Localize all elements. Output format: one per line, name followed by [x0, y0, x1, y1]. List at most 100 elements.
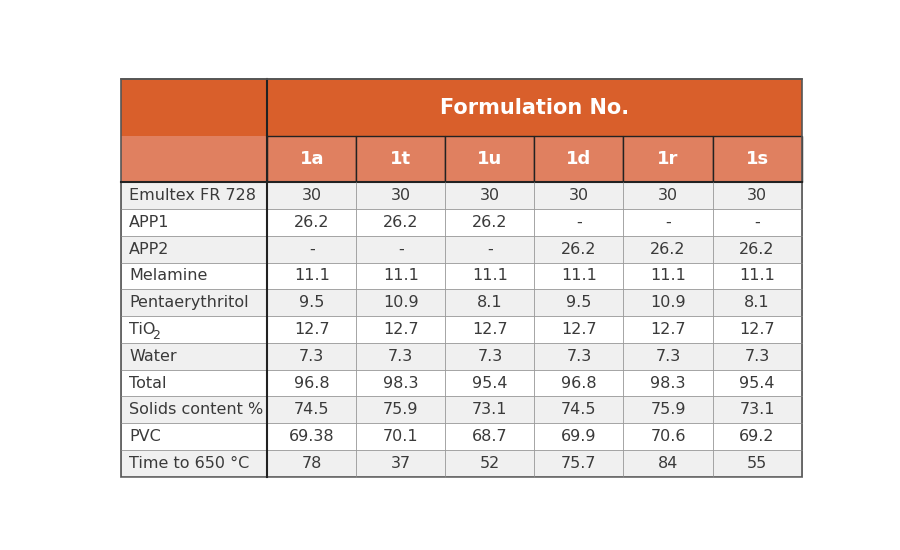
- Text: 74.5: 74.5: [294, 403, 329, 417]
- Text: 73.1: 73.1: [472, 403, 508, 417]
- Bar: [446, 316, 535, 343]
- Text: 8.1: 8.1: [477, 295, 503, 310]
- Text: 1a: 1a: [300, 150, 324, 168]
- Text: -: -: [309, 241, 315, 257]
- Bar: [535, 289, 624, 316]
- Bar: [535, 343, 624, 370]
- Bar: [624, 316, 713, 343]
- Bar: [624, 397, 713, 424]
- Text: Formulation No.: Formulation No.: [440, 97, 629, 118]
- Bar: [267, 397, 356, 424]
- Bar: [356, 209, 446, 236]
- Text: APP1: APP1: [130, 215, 170, 230]
- Text: 11.1: 11.1: [293, 268, 329, 283]
- Bar: [713, 209, 802, 236]
- Text: PVC: PVC: [130, 429, 161, 444]
- Bar: [121, 209, 267, 236]
- Bar: [356, 424, 446, 450]
- Text: 26.2: 26.2: [651, 241, 686, 257]
- Text: 11.1: 11.1: [650, 268, 686, 283]
- Text: -: -: [576, 215, 581, 230]
- Text: 12.7: 12.7: [739, 322, 775, 337]
- Bar: [446, 343, 535, 370]
- Bar: [121, 182, 267, 209]
- Bar: [713, 397, 802, 424]
- Bar: [446, 289, 535, 316]
- Bar: [356, 370, 446, 397]
- Bar: [267, 236, 356, 262]
- Bar: [446, 450, 535, 477]
- Bar: [121, 370, 267, 397]
- Text: 73.1: 73.1: [739, 403, 775, 417]
- Bar: [535, 209, 624, 236]
- Text: 12.7: 12.7: [294, 322, 329, 337]
- Text: 37: 37: [391, 456, 411, 471]
- Text: Total: Total: [130, 376, 166, 390]
- Bar: [624, 289, 713, 316]
- Text: 26.2: 26.2: [472, 215, 508, 230]
- Bar: [267, 424, 356, 450]
- Text: 75.9: 75.9: [383, 403, 418, 417]
- Text: 7.3: 7.3: [744, 349, 770, 364]
- Text: 69.2: 69.2: [739, 429, 775, 444]
- Bar: [535, 370, 624, 397]
- Text: Pentaerythritol: Pentaerythritol: [130, 295, 249, 310]
- Text: 26.2: 26.2: [562, 241, 597, 257]
- Bar: [535, 236, 624, 262]
- Bar: [356, 262, 446, 289]
- Text: 11.1: 11.1: [382, 268, 418, 283]
- Text: Solids content %: Solids content %: [130, 403, 264, 417]
- Bar: [713, 289, 802, 316]
- Bar: [267, 316, 356, 343]
- Bar: [535, 316, 624, 343]
- Bar: [267, 370, 356, 397]
- Text: Melamine: Melamine: [130, 268, 208, 283]
- Bar: [121, 316, 267, 343]
- Bar: [121, 289, 267, 316]
- Text: APP2: APP2: [130, 241, 169, 257]
- Text: 75.9: 75.9: [651, 403, 686, 417]
- Text: TiO: TiO: [130, 322, 156, 337]
- Text: 11.1: 11.1: [739, 268, 775, 283]
- Text: 96.8: 96.8: [294, 376, 329, 390]
- Text: 69.9: 69.9: [562, 429, 597, 444]
- Bar: [446, 370, 535, 397]
- Text: 12.7: 12.7: [562, 322, 597, 337]
- Text: 7.3: 7.3: [477, 349, 502, 364]
- Bar: [446, 397, 535, 424]
- Text: 7.3: 7.3: [566, 349, 591, 364]
- Text: 69.38: 69.38: [289, 429, 335, 444]
- Text: 30: 30: [391, 188, 411, 203]
- Bar: [624, 424, 713, 450]
- Bar: [535, 182, 624, 209]
- Text: 1u: 1u: [477, 150, 502, 168]
- Text: 12.7: 12.7: [472, 322, 508, 337]
- Bar: [624, 370, 713, 397]
- Text: 30: 30: [569, 188, 589, 203]
- Bar: [713, 450, 802, 477]
- Text: Emultex FR 728: Emultex FR 728: [130, 188, 256, 203]
- Bar: [121, 450, 267, 477]
- Bar: [624, 236, 713, 262]
- Bar: [356, 316, 446, 343]
- Bar: [535, 450, 624, 477]
- Bar: [356, 450, 446, 477]
- Text: 1r: 1r: [657, 150, 679, 168]
- Text: 98.3: 98.3: [651, 376, 686, 390]
- Bar: [535, 262, 624, 289]
- Text: 10.9: 10.9: [650, 295, 686, 310]
- Bar: [713, 316, 802, 343]
- Text: 30: 30: [658, 188, 678, 203]
- Bar: [356, 182, 446, 209]
- Text: 8.1: 8.1: [744, 295, 770, 310]
- Bar: [356, 343, 446, 370]
- Text: 26.2: 26.2: [294, 215, 329, 230]
- Bar: [624, 262, 713, 289]
- Bar: [267, 182, 356, 209]
- Text: 1t: 1t: [391, 150, 411, 168]
- Text: 30: 30: [747, 188, 767, 203]
- Text: 1d: 1d: [566, 150, 591, 168]
- Text: 2: 2: [152, 328, 160, 342]
- Bar: [713, 370, 802, 397]
- Bar: [446, 262, 535, 289]
